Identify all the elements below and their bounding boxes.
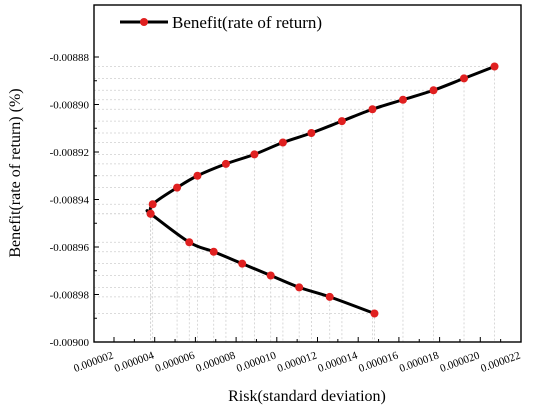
data-point [398,95,407,104]
x-tick-label: 0.000006 [154,349,197,375]
x-tick-label: 0.000014 [316,349,359,375]
x-tick-label: 0.000002 [72,350,115,375]
data-point [209,247,218,256]
y-axis-title: Benefit(rate of return) (%) [7,88,24,257]
y-tick-label: -0.00900 [50,337,90,349]
x-tick-label: 0.000016 [357,349,400,375]
y-tick-label: -0.00890 [50,100,90,112]
data-point [368,105,377,114]
y-tick-label: -0.00898 [50,290,90,302]
data-point [146,209,155,218]
data-point [295,283,304,292]
data-point [278,138,287,147]
x-tick-label: 0.000018 [398,349,441,375]
data-point [490,62,499,71]
series-line [145,65,496,315]
y-tick-label: -0.00888 [50,52,90,64]
data-point [173,183,182,192]
data-point [148,200,157,209]
data-point [460,74,469,83]
data-point [325,292,334,301]
axis-ticks: 0.0000020.0000040.0000060.0000080.000010… [50,52,522,375]
series-markers [146,62,499,318]
data-point [307,129,316,137]
x-tick-label: 0.000010 [235,349,278,375]
data-point [429,86,438,95]
data-point [370,309,379,318]
x-tick-label: 0.000008 [194,349,237,375]
legend-label: Benefit(rate of return) [172,13,322,32]
legend-marker [140,18,148,26]
y-tick-label: -0.00892 [50,147,89,159]
x-tick-label: 0.000004 [113,349,156,375]
y-tick-label: -0.00894 [50,195,90,207]
guide-lines [94,66,495,342]
data-point [185,238,194,247]
data-point [266,271,275,280]
legend: Benefit(rate of return) [120,13,322,32]
x-tick-label: 0.000012 [276,350,319,375]
data-point [221,159,230,168]
data-point [238,259,247,268]
y-tick-label: -0.00896 [50,242,90,254]
data-point [250,150,259,159]
data-point [193,171,202,180]
data-point [337,117,346,126]
x-tick-label: 0.000022 [479,350,522,375]
x-axis-title: Risk(standard deviation) [228,388,386,405]
x-tick-label: 0.000020 [438,349,481,375]
plot-frame [93,4,522,343]
